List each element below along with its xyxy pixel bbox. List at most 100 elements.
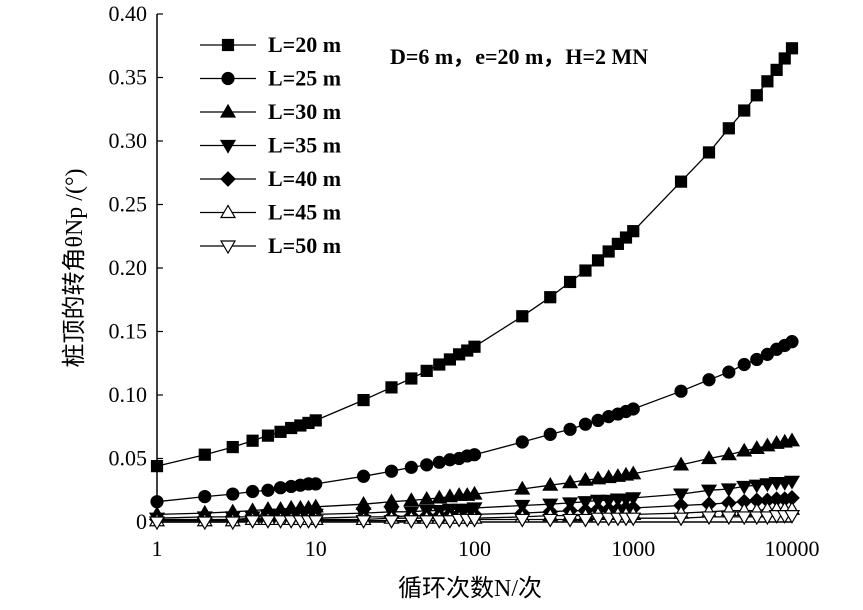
data-point — [466, 485, 483, 500]
data-point — [150, 495, 164, 509]
legend-label: L=30 m — [268, 99, 341, 124]
data-point — [625, 512, 642, 527]
data-point — [770, 63, 783, 76]
legend-label: L=35 m — [268, 133, 341, 158]
data-point — [274, 425, 287, 438]
data-point — [722, 122, 735, 135]
data-point — [420, 364, 433, 377]
data-point — [357, 393, 370, 407]
legend-marker — [221, 71, 235, 86]
data-point — [543, 427, 557, 441]
data-point — [700, 450, 718, 465]
data-point — [626, 402, 640, 416]
data-point — [738, 104, 751, 117]
data-point — [611, 237, 624, 250]
data-point — [261, 429, 275, 442]
data-point — [431, 515, 448, 529]
data-point — [672, 456, 690, 471]
data-point — [589, 470, 607, 485]
data-point — [309, 414, 322, 427]
data-point — [244, 515, 261, 529]
y-tick-label: 0.05 — [109, 446, 148, 471]
data-point — [432, 455, 446, 469]
data-point — [514, 480, 531, 495]
data-point — [467, 448, 482, 462]
data-point — [737, 357, 751, 372]
data-point — [602, 245, 615, 258]
data-point — [674, 384, 688, 398]
data-point — [150, 460, 164, 473]
data-point — [420, 458, 434, 472]
axes: 0 0.05 0.10 0.15 0.20 0.25 0.30 0.35 0.40 1 10 100 1… — [109, 1, 820, 561]
x-tick-label: 10000 — [765, 536, 820, 561]
data-point — [577, 513, 594, 528]
data-point — [778, 52, 791, 65]
data-point — [515, 435, 529, 449]
legend-marker — [219, 103, 237, 118]
x-tick-label: 10 — [305, 536, 327, 561]
y-tick-label: 0.20 — [109, 255, 148, 280]
legend-item-3: L=30 m — [200, 99, 341, 124]
data-point — [196, 516, 213, 531]
data-point — [783, 432, 801, 447]
data-point — [441, 515, 458, 529]
data-point — [418, 515, 435, 529]
series-line — [156, 47, 793, 467]
data-point — [385, 381, 398, 394]
data-point — [433, 358, 446, 371]
legend: L=20 m L=25 m L=30 m L=35 m L=40 m L=45 m L=50… — [200, 32, 341, 258]
data-point — [307, 515, 324, 529]
x-tick-label: 100 — [458, 536, 491, 561]
data-point — [468, 340, 481, 353]
data-point — [577, 496, 594, 510]
data-point — [748, 511, 765, 526]
data-point — [759, 511, 776, 526]
y-tick-label: 0.35 — [109, 65, 148, 90]
data-point — [591, 254, 605, 267]
y-tick-label: 0.10 — [109, 382, 148, 407]
data-point — [431, 489, 448, 504]
data-point — [562, 474, 579, 489]
series-line — [156, 341, 793, 503]
legend-item-6: L=45 m — [200, 200, 341, 225]
legend-marker — [221, 38, 235, 52]
data-point — [674, 175, 688, 188]
data-point — [702, 373, 716, 387]
data-point — [672, 512, 690, 527]
data-point — [702, 146, 716, 159]
data-point — [224, 516, 241, 531]
data-point — [619, 231, 633, 244]
data-point — [403, 492, 420, 507]
x-tick-label: 1000 — [611, 536, 655, 561]
y-tick-label: 0.15 — [109, 319, 148, 344]
data-point — [722, 365, 736, 379]
legend-marker — [219, 240, 237, 255]
data-point — [720, 483, 737, 498]
data-point — [736, 511, 753, 526]
series-layer — [148, 42, 801, 531]
legend-marker — [219, 204, 237, 219]
data-point — [700, 511, 718, 526]
data-point — [405, 372, 418, 385]
legend-marker — [220, 171, 236, 187]
data-point — [736, 480, 753, 495]
data-point — [720, 511, 737, 526]
data-point — [261, 483, 275, 497]
data-point — [562, 513, 579, 528]
data-point — [198, 490, 212, 504]
data-point — [625, 492, 642, 507]
data-point — [148, 516, 166, 531]
data-point — [544, 291, 557, 304]
y-tick-label: 0.25 — [109, 192, 148, 217]
data-point — [542, 476, 559, 491]
data-point — [245, 484, 260, 499]
data-point — [246, 434, 259, 447]
data-point — [720, 446, 737, 461]
series-1 — [150, 42, 799, 473]
chart-annotation: D=6 m，e=20 m，H=2 MN — [390, 44, 648, 69]
data-point — [748, 479, 765, 494]
data-point — [226, 487, 240, 501]
data-point — [272, 515, 289, 529]
data-point — [404, 460, 418, 474]
data-point — [403, 515, 420, 529]
